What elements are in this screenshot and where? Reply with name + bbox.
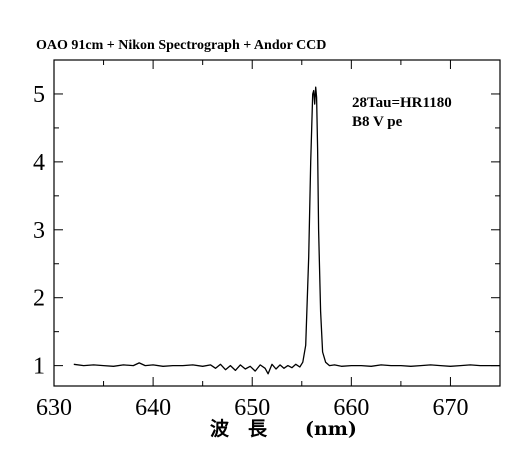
x-tick-label: 630 [36,395,72,421]
x-tick-label: 660 [333,395,369,421]
x-tick-label: 670 [432,395,468,421]
y-tick-label: 4 [33,150,45,176]
x-axis: 630 640 650 660 670 [36,60,501,421]
annotation-star-id: 28Tau=HR1180 [352,95,452,111]
y-axis: 1 2 3 4 5 [33,82,500,380]
plot-frame [53,59,501,387]
x-tick-label: 650 [234,395,270,421]
chart-title: OAO 91cm + Nikon Spectrograph + Andor CC… [36,38,326,53]
x-axis-label: 波 長 (nm) [210,417,357,440]
y-tick-label: 2 [33,286,45,312]
x-tick-label: 640 [135,395,171,421]
y-tick-label: 3 [33,218,45,244]
y-tick-label: 5 [33,82,45,108]
y-tick-label: 1 [33,354,45,380]
series-spectrum-line [73,86,500,375]
annotation-spectral-type: B8 V pe [352,114,403,130]
